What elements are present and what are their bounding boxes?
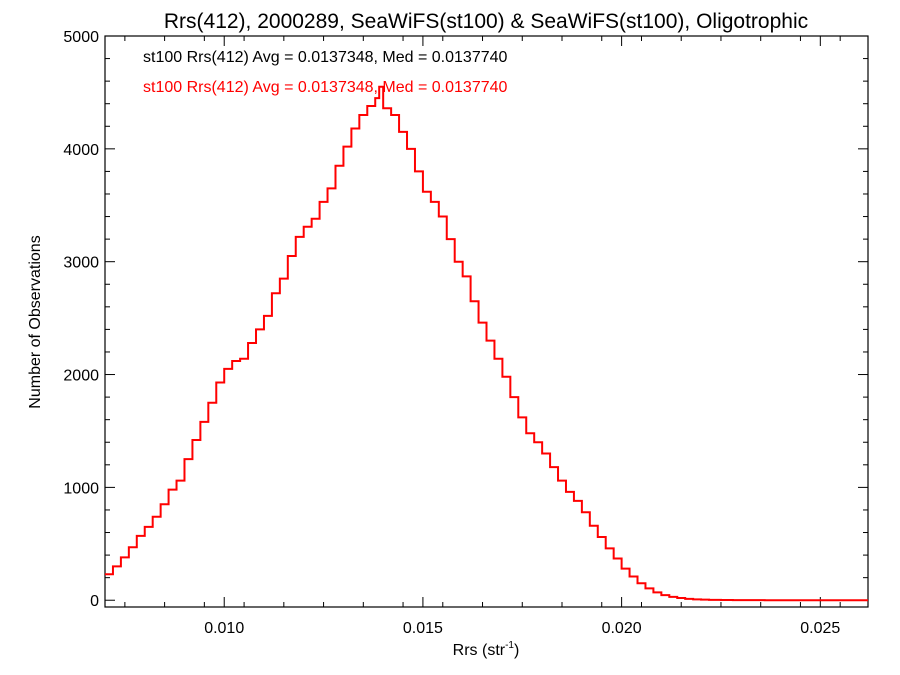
x-tick-label: 0.020 [602,620,642,637]
y-axis-label-wrap: Number of Observations [27,235,44,408]
plot-frame [104,35,869,608]
axes-group: 0.010 0.015 0.020 0.025 0 1000 2000 3000 4000 500… [63,29,869,637]
x-axis-label: Rrs (str-1) [453,640,520,659]
x-axis-label-superscript: -1 [505,640,514,651]
y-tick-label: 2000 [63,368,99,385]
x-axis-label-main: Rrs (str [453,642,506,659]
data-marks [105,85,868,602]
y-tick-label: 1000 [63,480,99,497]
x-tick-label: 0.015 [403,620,443,637]
x-tick-label: 0.025 [800,620,840,637]
histogram-step-line [105,85,868,602]
y-tick-label: 3000 [63,255,99,272]
x-tick-label: 0.010 [204,620,244,637]
y-tick-label: 4000 [63,142,99,159]
annotation-black: st100 Rrs(412) Avg = 0.0137348, Med = 0.… [143,49,508,66]
chart-title: Rrs(412), 2000289, SeaWiFS(st100) & SeaW… [164,10,808,33]
x-axis-label-close: ) [514,642,519,659]
annotation-red: st100 Rrs(412) Avg = 0.0137348, Med = 0.… [143,79,508,96]
y-tick-label: 5000 [63,29,99,46]
y-tick-label: 0 [90,593,99,610]
y-axis-label: Number of Observations [27,235,44,408]
